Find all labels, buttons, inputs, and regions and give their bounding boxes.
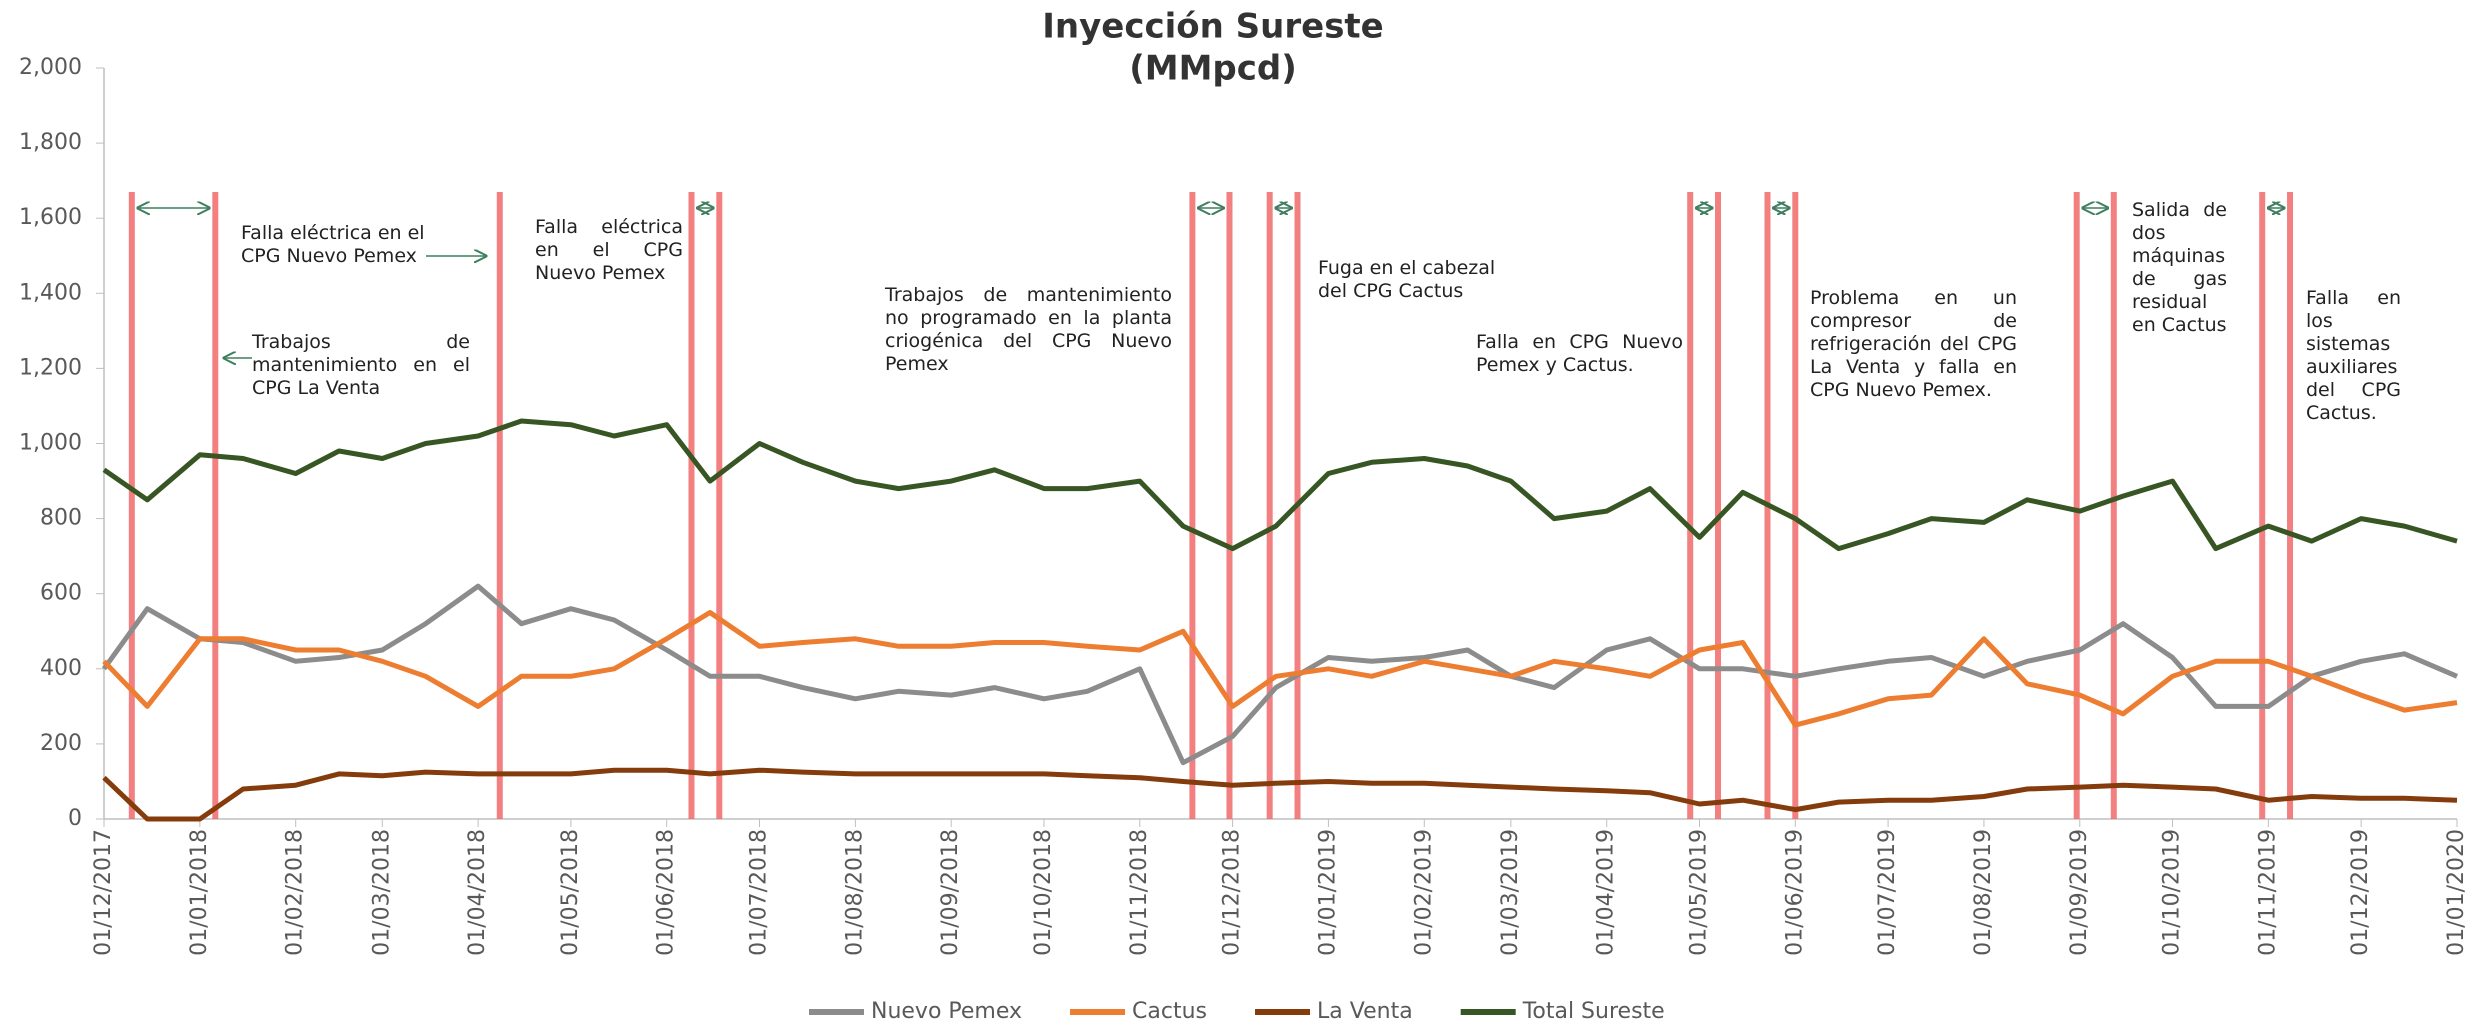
legend-label: La Venta xyxy=(1317,999,1413,1024)
series-line xyxy=(104,613,2457,726)
x-tick-label: 01/03/2019 xyxy=(1498,829,1523,956)
x-tick-label: 01/05/2019 xyxy=(1686,829,1711,956)
annotation: Fuga en el cabezal del CPG Cactus xyxy=(1318,257,1508,303)
series-line xyxy=(104,770,2457,819)
annotation: Falla en CPG Nuevo Pemex y Cactus. xyxy=(1476,331,1683,377)
x-tick-label: 01/09/2018 xyxy=(938,829,963,956)
chart-subtitle: (MMpcd) xyxy=(1129,49,1297,89)
y-tick-label: 1,800 xyxy=(19,130,82,155)
annotation: Falla eléctrica en el CPG Nuevo Pemex xyxy=(241,222,431,268)
x-tick-label: 01/02/2019 xyxy=(1411,829,1436,956)
x-tick-label: 01/04/2019 xyxy=(1594,829,1619,956)
x-tick-label: 01/12/2017 xyxy=(91,829,116,956)
y-tick-label: 200 xyxy=(40,731,82,756)
legend-label: Cactus xyxy=(1132,999,1207,1024)
x-tick-label: 01/01/2019 xyxy=(1315,829,1340,956)
annotation: Falla en los sistemas auxiliares del CPG… xyxy=(2306,287,2401,425)
x-tick-label: 01/08/2018 xyxy=(842,829,867,956)
x-tick-label: 01/12/2019 xyxy=(2348,829,2373,956)
y-tick-label: 600 xyxy=(40,581,82,606)
x-tick-label: 01/01/2018 xyxy=(187,829,212,956)
chart: Inyección Sureste (MMpcd) 0 200 400 600 800 1… xyxy=(0,0,2473,1027)
x-tick-label: 01/06/2019 xyxy=(1782,829,1807,956)
x-tick-label: 01/07/2019 xyxy=(1875,829,1900,956)
x-tick-label: 01/06/2018 xyxy=(654,829,679,956)
annotation: Trabajos de mantenimiento no programado … xyxy=(885,284,1172,376)
annotation: Trabajos de mantenimiento en el CPG La V… xyxy=(252,331,470,400)
y-tick-label: 1,200 xyxy=(19,355,82,380)
legend-label: Total Sureste xyxy=(1522,999,1665,1024)
x-tick-label: 01/09/2019 xyxy=(2067,829,2092,956)
y-tick-label: 1,400 xyxy=(19,280,82,305)
series-line xyxy=(104,421,2457,549)
x-tick-label: 01/11/2018 xyxy=(1127,829,1152,956)
x-tick-label: 01/07/2018 xyxy=(747,829,772,956)
x-tick-label: 01/03/2018 xyxy=(369,829,394,956)
y-tick-label: 1,600 xyxy=(19,205,82,230)
y-tick-label: 1,000 xyxy=(19,431,82,456)
x-tick-label: 01/04/2018 xyxy=(465,829,490,956)
y-tick-label: 800 xyxy=(40,506,82,531)
x-tick-label: 01/10/2018 xyxy=(1031,829,1056,956)
x-tick-label: 01/08/2019 xyxy=(1971,829,1996,956)
x-tick-label: 01/11/2019 xyxy=(2255,829,2280,956)
x-tick-label: 01/02/2018 xyxy=(283,829,308,956)
x-tick-label: 01/10/2019 xyxy=(2160,829,2185,956)
y-tick-label: 400 xyxy=(40,656,82,681)
annotation: Problema en un compresor de refrigeració… xyxy=(1810,287,2017,402)
x-tick-label: 01/05/2018 xyxy=(558,829,583,956)
chart-title: Inyección Sureste xyxy=(1042,7,1384,47)
annotation: Falla eléctrica en el CPG Nuevo Pemex xyxy=(535,216,683,285)
x-tick-label: 01/12/2018 xyxy=(1220,829,1245,956)
legend-label: Nuevo Pemex xyxy=(871,999,1022,1024)
x-tick-label: 01/01/2020 xyxy=(2444,829,2469,956)
y-tick-label: 0 xyxy=(68,806,82,831)
page: Inyección Sureste (MMpcd) 0 200 400 600 800 1… xyxy=(0,0,2473,1027)
annotation: Salida de dos máquinas de gas residual e… xyxy=(2132,199,2227,337)
y-tick-label: 2,000 xyxy=(19,55,82,80)
